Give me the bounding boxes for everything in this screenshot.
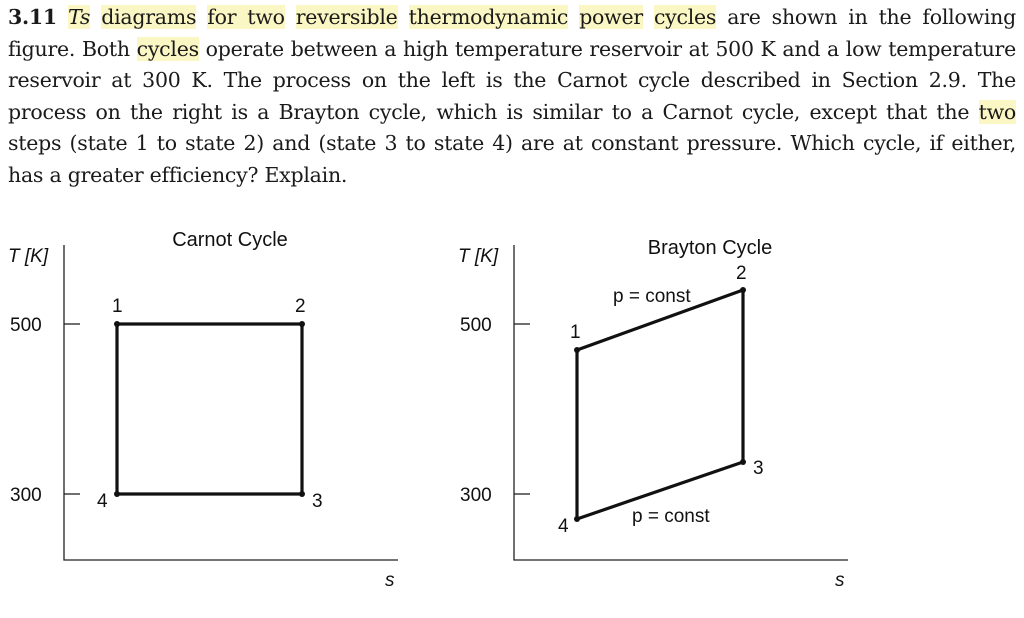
problem-text-segment: two xyxy=(978,99,1016,124)
brayton-point-2 xyxy=(740,287,746,293)
carnot-label-4: 4 xyxy=(97,491,108,512)
brayton-label-1: 1 xyxy=(570,322,581,343)
carnot-point-2 xyxy=(299,321,305,327)
problem-text-segment: operate between a high temperature reser… xyxy=(8,36,1016,124)
brayton-ylabel: T [K] xyxy=(458,246,499,267)
brayton-cycle-path xyxy=(575,288,745,521)
carnot-label-1: 1 xyxy=(112,296,123,317)
brayton-diagram: Brayton Cycle T [K] 500 300 1 2 3 4 p = … xyxy=(458,237,848,591)
carnot-tick-label-500: 500 xyxy=(10,315,42,336)
carnot-label-3: 3 xyxy=(312,491,323,512)
problem-text-segment: reversible xyxy=(295,5,398,29)
brayton-point-3 xyxy=(740,459,746,465)
problem-statement: 3.11 Ts diagrams for two reversible ther… xyxy=(8,2,1016,191)
carnot-tick-label-300: 300 xyxy=(10,485,42,506)
brayton-ylabel-text: T [K] xyxy=(458,246,499,267)
carnot-axes xyxy=(63,245,398,561)
brayton-annotation-top: p = const xyxy=(613,286,691,307)
brayton-label-3: 3 xyxy=(753,458,764,479)
brayton-annotation-bottom: p = const xyxy=(632,506,710,527)
brayton-axes xyxy=(513,245,848,561)
carnot-title: Carnot Cycle xyxy=(172,229,288,251)
problem-text-segment: cycles xyxy=(653,5,717,29)
brayton-point-1 xyxy=(574,347,580,353)
problem-text: Ts diagrams for two reversible thermodyn… xyxy=(8,5,1016,187)
problem-text-segment: thermodynamic xyxy=(408,5,569,29)
problem-text-segment: cycles xyxy=(136,36,199,61)
carnot-cycle-path xyxy=(115,322,304,496)
problem-number: 3.11 xyxy=(8,5,57,29)
brayton-title: Brayton Cycle xyxy=(648,237,773,259)
carnot-ylabel-text: T [K] xyxy=(8,246,49,267)
carnot-point-4 xyxy=(114,491,120,497)
carnot-ylabel: T [K] xyxy=(8,246,49,267)
problem-text-segment: steps (state 1 to state 2) and (state 3 … xyxy=(8,131,1016,187)
carnot-xlabel: s xyxy=(385,570,395,591)
problem-text-segment: diagrams xyxy=(101,5,197,29)
carnot-diagram: Carnot Cycle T [K] 500 300 1 2 3 4 s xyxy=(8,229,398,591)
brayton-tick-label-500: 500 xyxy=(460,315,492,336)
brayton-label-2: 2 xyxy=(736,263,747,284)
carnot-label-2: 2 xyxy=(295,296,306,317)
problem-text-segment: Ts xyxy=(67,5,91,29)
brayton-label-4: 4 xyxy=(558,516,569,537)
carnot-point-1 xyxy=(114,321,120,327)
problem-text-segment: for two xyxy=(207,5,285,29)
problem-text-segment: are shown in the following figure. Both xyxy=(8,5,1016,61)
brayton-tick-label-300: 300 xyxy=(460,485,492,506)
brayton-xlabel: s xyxy=(835,570,845,591)
problem-text-segment: power xyxy=(579,5,643,29)
brayton-point-4 xyxy=(574,516,580,522)
carnot-point-3 xyxy=(299,491,305,497)
